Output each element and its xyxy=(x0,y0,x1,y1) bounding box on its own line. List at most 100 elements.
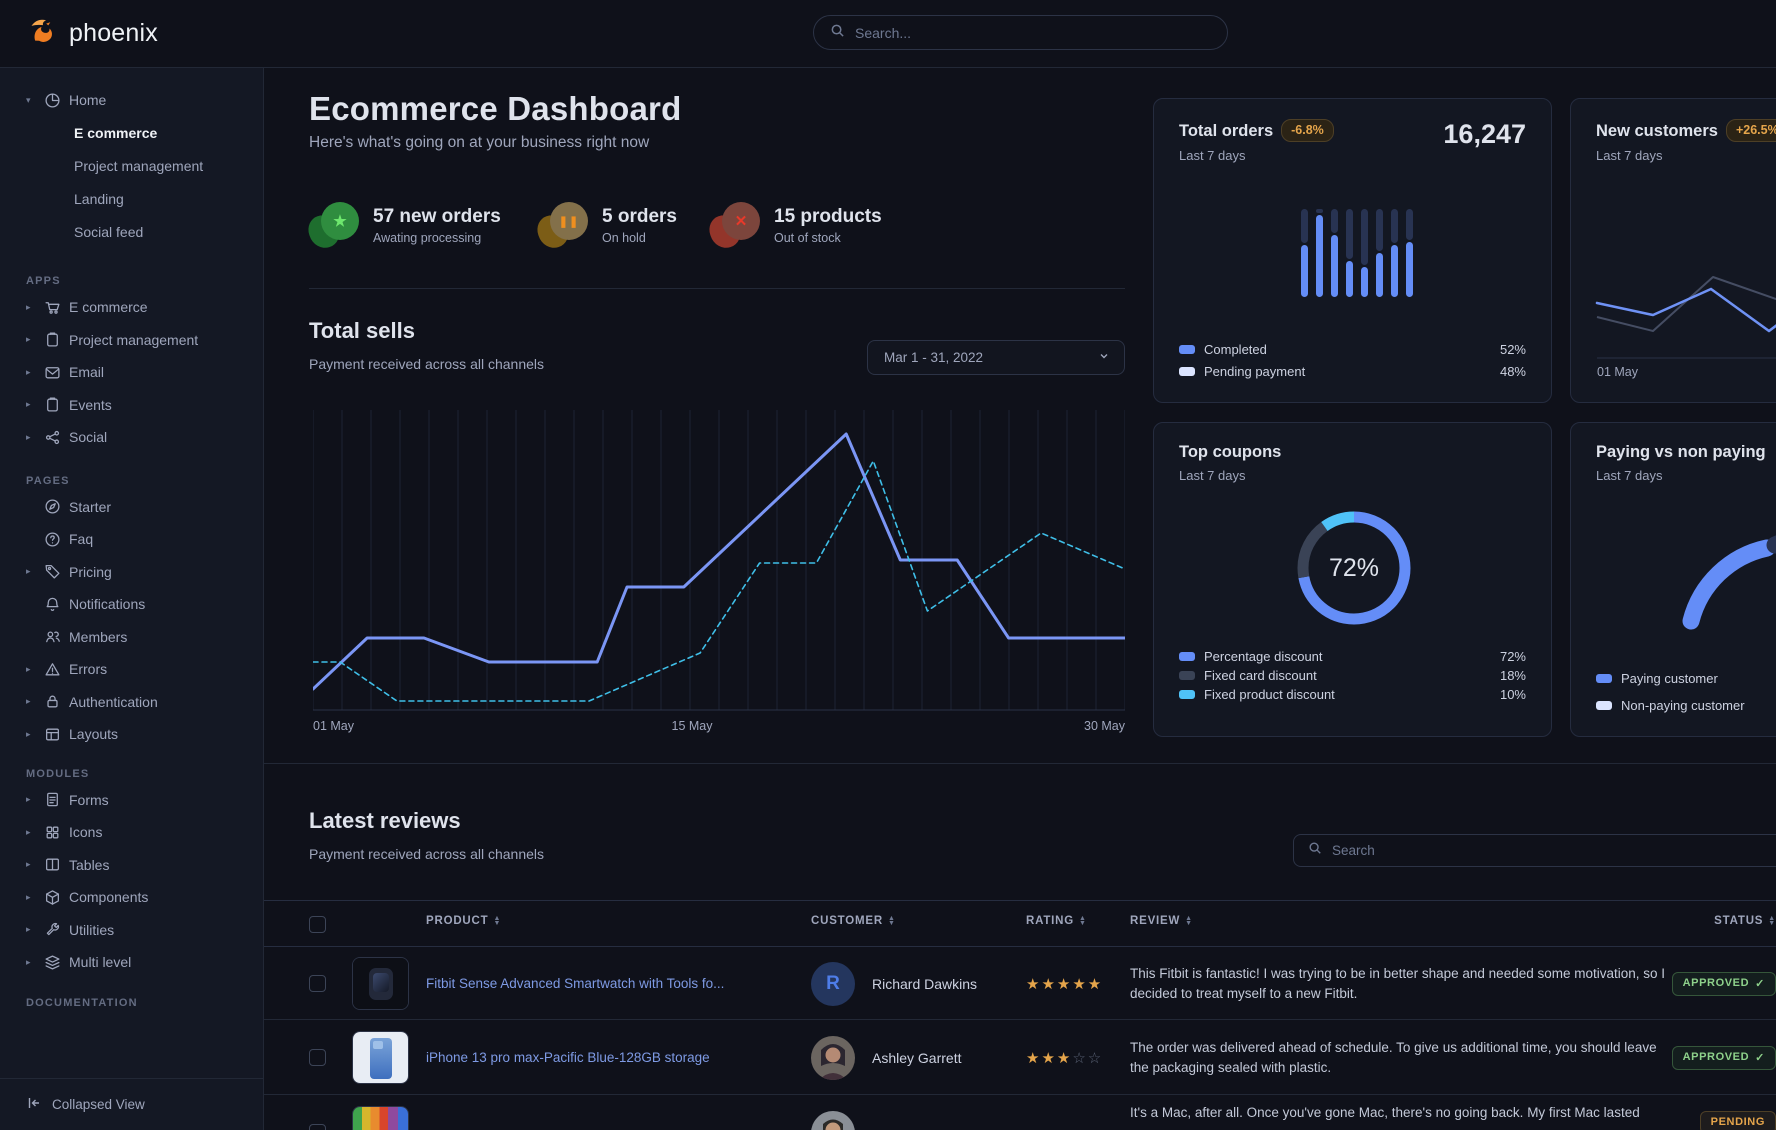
sidebar-item-utilities[interactable]: ▸ Utilities xyxy=(8,914,255,947)
caret-right-icon: ▸ xyxy=(26,696,31,707)
sidebar-item-label: Pricing xyxy=(69,563,112,580)
stat-caption: Out of stock xyxy=(774,230,841,245)
legend-item: Fixed card discount xyxy=(1179,668,1317,683)
caret-right-icon: ▸ xyxy=(26,956,31,967)
sidebar-item-label: Project management xyxy=(69,331,199,348)
navbar-search-input[interactable] xyxy=(855,24,1211,41)
bar xyxy=(1391,209,1398,297)
column-header-status[interactable]: STATUS ▲ ▼ xyxy=(1714,915,1776,927)
column-header-product[interactable]: PRODUCT ▲ ▼ xyxy=(426,915,502,927)
card-title: Top coupons xyxy=(1179,443,1282,461)
bar-completed-segment xyxy=(1316,215,1323,297)
row-checkbox[interactable] xyxy=(309,1123,326,1130)
phoenix-logo-icon xyxy=(26,14,59,52)
total-orders-value: 16,247 xyxy=(1443,119,1526,149)
sort-icon: ▲ ▼ xyxy=(1768,915,1776,927)
caret-right-icon: ▸ xyxy=(26,334,31,345)
sidebar-item-label: Starter xyxy=(69,498,112,515)
stat-item: ❚❚ 5 orders On hold xyxy=(533,202,677,252)
select-all-checkbox[interactable] xyxy=(309,916,326,933)
product-thumbnail[interactable] xyxy=(352,1030,409,1084)
sidebar-item-social[interactable]: ▸ Social xyxy=(8,421,255,454)
caret-right-icon: ▸ xyxy=(26,728,31,739)
bar-completed-segment xyxy=(1331,234,1338,297)
navbar-search[interactable] xyxy=(813,15,1228,50)
product-link[interactable]: iPhone 13 pro max-Pacific Blue-128GB sto… xyxy=(426,1049,710,1065)
sidebar-item-tables[interactable]: ▸ Tables xyxy=(8,849,255,882)
collapsed-view-button[interactable]: Collapsed View xyxy=(0,1078,263,1130)
sidebar-item-label: E commerce xyxy=(69,299,148,316)
sidebar-subitem-project-management[interactable]: Project management xyxy=(8,149,255,182)
sidebar-item-authentication[interactable]: ▸ Authentication xyxy=(8,686,255,719)
sidebar-item-components[interactable]: ▸ Components xyxy=(8,881,255,914)
caret-right-icon: ▸ xyxy=(26,663,31,674)
legend-value: 10% xyxy=(1499,687,1526,702)
sidebar-item-pricing[interactable]: ▸ Pricing xyxy=(8,556,255,589)
sidebar-item-label: Social xyxy=(69,429,108,446)
brand-logo[interactable]: phoenix xyxy=(26,14,158,52)
sidebar-item-label: Social feed xyxy=(74,223,144,240)
column-header-customer[interactable]: CUSTOMER ▲ ▼ xyxy=(811,915,896,927)
legend-item: Percentage discount xyxy=(1179,649,1323,664)
sidebar-item-members[interactable]: Members xyxy=(8,621,255,654)
sidebar-item-starter[interactable]: Starter xyxy=(8,491,255,524)
stats-divider xyxy=(309,288,1125,289)
bar xyxy=(1316,209,1323,297)
rating-stars: ★★★★★ xyxy=(1026,975,1104,993)
brand-name: phoenix xyxy=(69,18,158,47)
new-customers-chart: 01 May xyxy=(1595,276,1776,379)
search-icon xyxy=(830,23,845,43)
sidebar-item-e-commerce[interactable]: ▸ E commerce xyxy=(8,291,255,324)
x-stat-icon: ✕ xyxy=(705,202,760,252)
caret-right-icon: ▸ xyxy=(26,924,31,935)
main-content: Ecommerce Dashboard Here's what's going … xyxy=(264,68,1776,1130)
reviews-search-input[interactable] xyxy=(1332,843,1776,858)
layers-icon xyxy=(44,954,61,971)
bar-pending-segment xyxy=(1406,209,1413,241)
sidebar-item-label: Project management xyxy=(74,157,204,174)
collapsed-view-label: Collapsed View xyxy=(52,1097,145,1112)
lock-icon xyxy=(44,693,61,710)
sidebar-item-home[interactable]: ▾ Home xyxy=(8,84,255,116)
sidebar-item-multi-level[interactable]: ▸ Multi level xyxy=(8,946,255,979)
product-thumbnail[interactable] xyxy=(352,956,409,1010)
caret-down-icon: ▾ xyxy=(26,94,31,105)
caret-right-icon: ▸ xyxy=(26,366,31,377)
sidebar-subitem-social-feed[interactable]: Social feed xyxy=(8,215,255,248)
sidebar-item-errors[interactable]: ▸ Errors xyxy=(8,653,255,686)
sidebar-item-faq[interactable]: Faq xyxy=(8,523,255,556)
section-divider xyxy=(264,763,1776,764)
legend-item: Completed xyxy=(1179,342,1267,357)
sidebar-item-forms[interactable]: ▸ Forms xyxy=(8,784,255,817)
reviews-search[interactable] xyxy=(1293,834,1776,867)
sidebar-item-events[interactable]: ▸ Events xyxy=(8,389,255,422)
sidebar-section-label: PAGES xyxy=(26,474,70,487)
caret-right-icon: ▸ xyxy=(26,891,31,902)
sidebar-item-layouts[interactable]: ▸ Layouts xyxy=(8,718,255,751)
sidebar-item-label: Layouts xyxy=(69,726,119,743)
column-header-review[interactable]: REVIEW ▲ ▼ xyxy=(1130,915,1193,927)
sidebar-item-project-management[interactable]: ▸ Project management xyxy=(8,324,255,357)
orders-bar-chart xyxy=(1301,209,1413,297)
sidebar-item-email[interactable]: ▸ Email xyxy=(8,356,255,389)
sidebar-item-label: Icons xyxy=(69,824,103,841)
product-thumbnail[interactable] xyxy=(352,1105,409,1130)
column-header-rating[interactable]: RATING ▲ ▼ xyxy=(1026,915,1087,927)
card-head: Paying vs non paying Last 7 days xyxy=(1596,443,1766,483)
coupons-donut-chart: 72% xyxy=(1297,511,1411,625)
sidebar-item-notifications[interactable]: Notifications xyxy=(8,588,255,621)
caret-right-icon: ▸ xyxy=(26,399,31,410)
sidebar-item-icons[interactable]: ▸ Icons xyxy=(8,816,255,849)
collapse-sidebar-icon xyxy=(26,1095,42,1114)
sidebar-item-label: Events xyxy=(69,396,112,413)
row-checkbox[interactable] xyxy=(309,974,326,992)
sidebar-subitem-e-commerce[interactable]: E commerce xyxy=(8,116,255,149)
card-title: Paying vs non paying xyxy=(1596,443,1766,461)
row-checkbox[interactable] xyxy=(309,1048,326,1066)
latest-reviews-title: Latest reviews xyxy=(309,808,461,833)
product-link[interactable]: Fitbit Sense Advanced Smartwatch with To… xyxy=(426,975,725,991)
sidebar-subitem-landing[interactable]: Landing xyxy=(8,182,255,215)
card-head: New customers +26.5% Last 7 days xyxy=(1596,119,1776,163)
date-range-select[interactable]: Mar 1 - 31, 2022 xyxy=(867,340,1125,375)
bar xyxy=(1346,209,1353,297)
